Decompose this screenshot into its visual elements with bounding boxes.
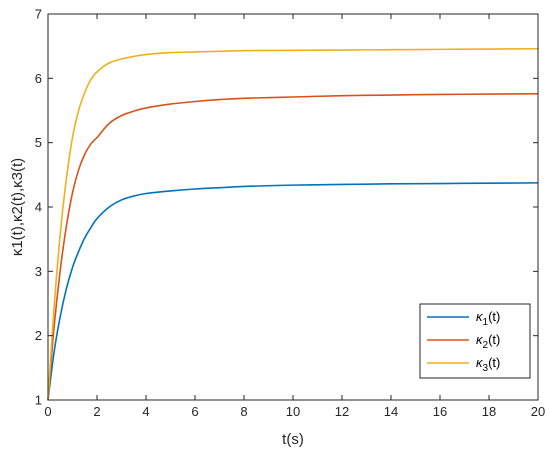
x-tick-label: 18 <box>482 404 496 419</box>
x-tick-label: 6 <box>191 404 198 419</box>
series-layer <box>47 47 539 401</box>
y-tick-label: 3 <box>35 264 42 279</box>
x-tick-label: 0 <box>44 404 51 419</box>
legend: κ1(t) κ2(t) κ3(t) <box>419 303 531 379</box>
x-tick-label: 20 <box>531 404 545 419</box>
y-tick-label: 4 <box>35 200 42 215</box>
y-tick-label: 7 <box>35 7 42 22</box>
y-tick-label: 1 <box>35 393 42 408</box>
x-axis-ticks: 0 2 4 6 8 10 12 14 16 18 20 <box>44 14 545 419</box>
x-tick-label: 10 <box>286 404 300 419</box>
y-axis-ticks: 1 2 3 4 5 6 7 <box>35 7 538 408</box>
x-tick-label: 12 <box>335 404 349 419</box>
series-line-kappa2 <box>47 92 539 401</box>
legend-box <box>419 303 531 379</box>
legend-label-kappa2: κ2(t) <box>476 332 500 351</box>
series-line-kappa1 <box>47 182 539 401</box>
x-tick-label: 16 <box>433 404 447 419</box>
series-line-kappa3 <box>47 47 539 401</box>
x-tick-label: 2 <box>93 404 100 419</box>
legend-label-kappa3: κ3(t) <box>476 355 500 374</box>
x-axis-label: t(s) <box>282 431 304 448</box>
legend-label-kappa1: κ1(t) <box>476 309 500 328</box>
x-tick-label: 8 <box>240 404 247 419</box>
x-tick-label: 14 <box>384 404 398 419</box>
y-tick-label: 2 <box>35 328 42 343</box>
y-tick-label: 6 <box>35 71 42 86</box>
x-tick-label: 4 <box>142 404 149 419</box>
y-axis-label: κ1(t),κ2(t),κ3(t) <box>9 158 26 256</box>
y-tick-label: 5 <box>35 135 42 150</box>
